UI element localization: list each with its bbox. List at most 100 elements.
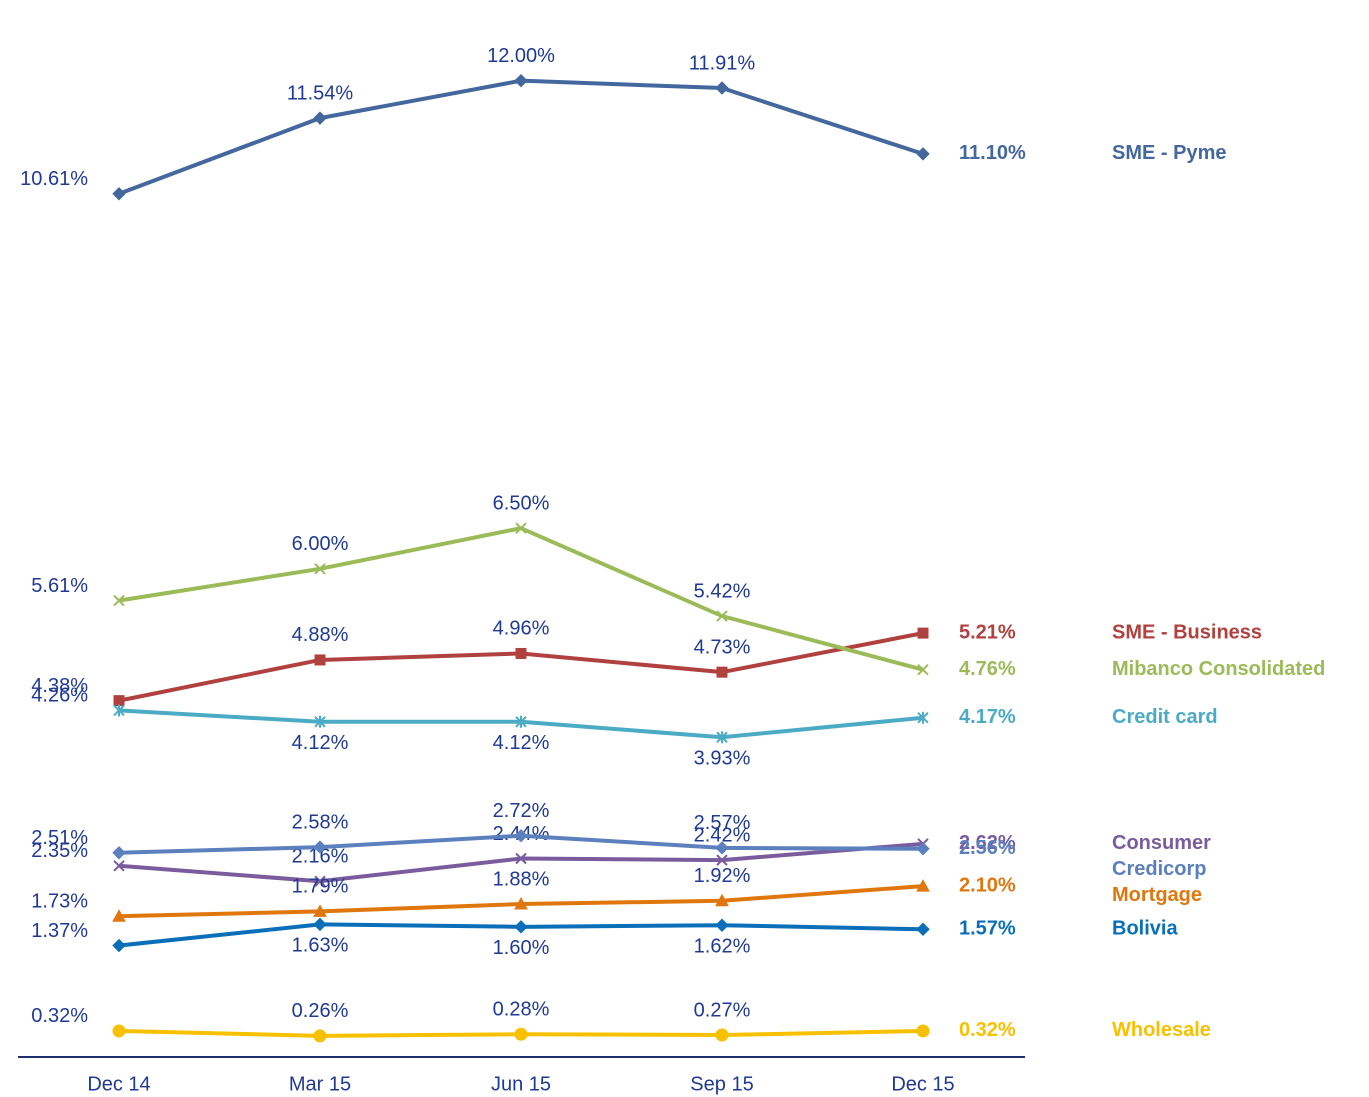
marker — [112, 846, 126, 860]
data-label: 2.72% — [493, 800, 550, 822]
data-label: 1.79% — [292, 876, 349, 898]
data-label: 4.12% — [292, 732, 349, 754]
data-label: 1.57% — [959, 918, 1016, 940]
data-label: 4.88% — [292, 624, 349, 646]
x-tick-label: Dec 14 — [87, 1073, 150, 1095]
data-label: 4.12% — [493, 732, 550, 754]
data-label: 1.73% — [31, 891, 88, 913]
legend-label: Consumer — [1112, 832, 1211, 854]
marker — [113, 594, 125, 607]
marker — [715, 841, 729, 855]
marker — [515, 852, 527, 865]
data-label: 2.58% — [292, 811, 349, 833]
marker — [716, 731, 728, 744]
marker — [515, 647, 527, 659]
marker — [715, 1028, 729, 1042]
data-label: 5.61% — [31, 575, 88, 597]
data-label: 2.51% — [31, 827, 88, 849]
x-tick-label: Dec 15 — [891, 1073, 954, 1095]
data-label: 1.92% — [694, 865, 751, 887]
marker — [916, 842, 930, 856]
marker — [314, 875, 326, 887]
marker — [514, 920, 528, 934]
data-label: 11.91% — [689, 52, 756, 74]
marker — [313, 917, 327, 932]
data-label: 1.88% — [493, 868, 550, 890]
data-label: 3.93% — [694, 748, 751, 770]
data-label: 10.61% — [20, 168, 88, 190]
data-label: 1.63% — [292, 935, 349, 957]
marker — [112, 187, 126, 201]
marker — [514, 1027, 528, 1041]
data-label: 1.37% — [31, 920, 88, 942]
data-label: 0.32% — [31, 1005, 88, 1027]
data-label: 4.96% — [493, 618, 550, 640]
marker — [314, 563, 326, 575]
marker — [716, 666, 728, 678]
marker — [917, 664, 929, 676]
legend-label: SME - Pyme — [1112, 142, 1226, 164]
marker — [916, 147, 930, 161]
marker — [113, 704, 125, 717]
data-label: 4.76% — [959, 658, 1016, 680]
legend-label: Wholesale — [1112, 1019, 1211, 1041]
data-label: 2.62% — [959, 832, 1016, 854]
marker — [113, 860, 125, 872]
data-label: 2.10% — [959, 874, 1016, 896]
marker — [916, 879, 930, 892]
marker — [716, 610, 728, 622]
data-label: 2.42% — [694, 824, 751, 846]
legend-label: SME - Business — [1112, 621, 1262, 643]
data-label: 2.35% — [31, 840, 88, 862]
data-label: 5.42% — [694, 580, 751, 602]
series-line — [118, 631, 924, 703]
marker — [917, 711, 929, 724]
marker — [314, 654, 326, 666]
data-label: 6.00% — [292, 533, 349, 555]
marker — [313, 840, 327, 854]
legend-label: Bolivia — [1112, 918, 1178, 940]
data-label: 11.54% — [287, 82, 354, 104]
data-label: 5.21% — [959, 621, 1016, 643]
data-label: 4.17% — [959, 706, 1016, 728]
data-label: 1.62% — [694, 935, 751, 957]
x-tick-label: Jun 15 — [491, 1073, 551, 1095]
data-label: 0.27% — [694, 999, 751, 1021]
data-label: 4.73% — [694, 636, 751, 658]
marker — [314, 715, 326, 728]
marker — [313, 904, 327, 917]
data-label: 4.38% — [31, 675, 88, 697]
marker — [112, 1024, 126, 1038]
marker — [514, 828, 528, 843]
marker — [515, 522, 527, 534]
data-label: 6.50% — [493, 492, 550, 514]
marker — [715, 81, 729, 95]
marker — [514, 896, 528, 910]
legend-label: Credicorp — [1112, 858, 1206, 880]
data-label: 4.26% — [31, 685, 88, 707]
legend-label: Mibanco Consolidated — [1112, 658, 1325, 680]
data-label: 2.56% — [959, 837, 1016, 859]
marker — [313, 111, 327, 125]
marker — [716, 854, 728, 866]
marker — [715, 893, 729, 907]
marker — [514, 73, 528, 88]
x-tick-label: Sep 15 — [690, 1073, 753, 1095]
marker — [112, 909, 126, 922]
marker — [112, 938, 126, 953]
marker — [916, 1024, 930, 1038]
legend-label: Credit card — [1112, 706, 1218, 728]
marker — [113, 695, 125, 707]
data-label: 0.32% — [959, 1019, 1016, 1041]
data-label: 2.16% — [292, 846, 349, 868]
data-label: 0.26% — [292, 1000, 349, 1022]
marker — [515, 715, 527, 728]
data-label: 1.60% — [493, 937, 550, 959]
data-label: 12.00% — [487, 45, 555, 67]
marker — [917, 627, 929, 639]
data-label: 11.10% — [959, 142, 1026, 164]
data-label: 2.57% — [694, 812, 751, 834]
marker — [313, 1029, 327, 1043]
data-label: 0.28% — [493, 999, 550, 1021]
